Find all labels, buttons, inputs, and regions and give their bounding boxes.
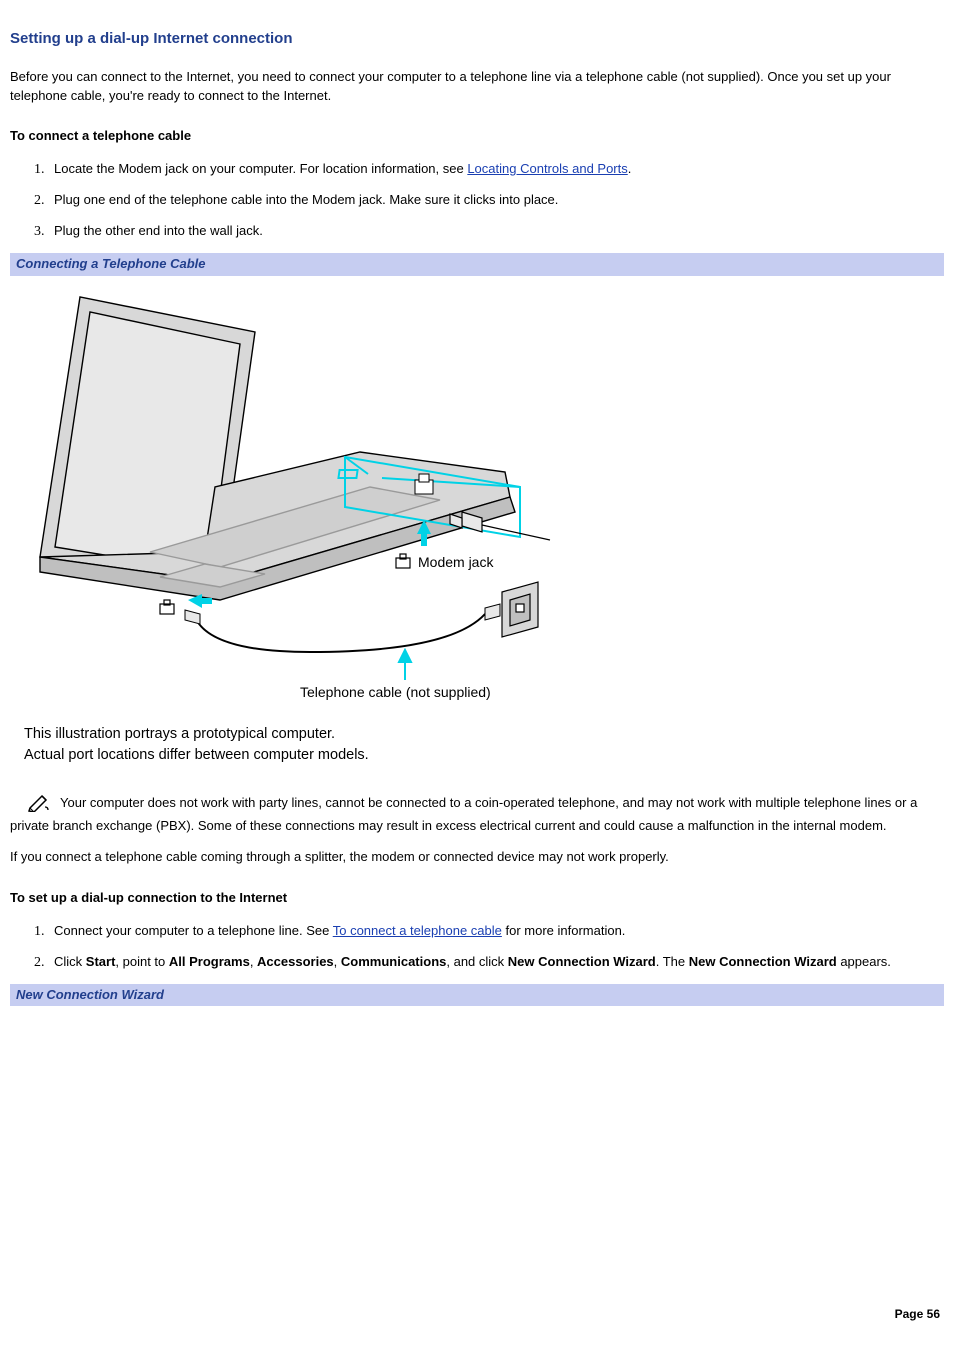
splitter-note: If you connect a telephone cable coming … <box>10 848 944 867</box>
label-modem-jack: Modem jack <box>418 554 494 570</box>
step-text: Connect your computer to a telephone lin… <box>54 923 333 938</box>
step-text: appears. <box>837 954 891 969</box>
figure-note-line: This illustration portrays a prototypica… <box>24 724 944 745</box>
bold-accessories: Accessories <box>257 954 334 969</box>
bold-new-connection-wizard: New Connection Wizard <box>508 954 656 969</box>
section-heading-connect-cable: To connect a telephone cable <box>10 127 944 146</box>
bold-all-programs: All Programs <box>169 954 250 969</box>
steps-connect-cable: Locate the Modem jack on your computer. … <box>10 160 944 241</box>
step-item: Connect your computer to a telephone lin… <box>48 922 944 941</box>
bold-start: Start <box>86 954 116 969</box>
step-item: Click Start, point to All Programs, Acce… <box>48 953 944 972</box>
warning-text: Your computer does not work with party l… <box>10 795 917 834</box>
link-connect-telephone-cable[interactable]: To connect a telephone cable <box>333 923 502 938</box>
step-text: for more information. <box>502 923 626 938</box>
link-locating-controls[interactable]: Locating Controls and Ports <box>467 161 627 176</box>
bold-new-connection-wizard-2: New Connection Wizard <box>689 954 837 969</box>
intro-paragraph: Before you can connect to the Internet, … <box>10 68 944 106</box>
step-item: Plug the other end into the wall jack. <box>48 222 944 241</box>
section-heading-setup-dialup: To set up a dial-up connection to the In… <box>10 889 944 908</box>
figure-note-line: Actual port locations differ between com… <box>24 745 944 766</box>
bold-communications: Communications <box>341 954 446 969</box>
step-text: , <box>334 954 341 969</box>
laptop-modem-illustration: Modem jack Telephone cable (not supplied… <box>10 282 590 712</box>
step-text: . The <box>656 954 689 969</box>
figure-telephone-cable: Modem jack Telephone cable (not supplied… <box>10 276 944 776</box>
step-text: Click <box>54 954 86 969</box>
step-text: , point to <box>115 954 168 969</box>
figure-bar-new-connection-wizard: New Connection Wizard <box>10 984 944 1007</box>
steps-setup-dialup: Connect your computer to a telephone lin… <box>10 922 944 972</box>
figure-bar-telephone-cable: Connecting a Telephone Cable <box>10 253 944 276</box>
step-text: . <box>628 161 632 176</box>
step-text: Locate the Modem jack on your computer. … <box>54 161 467 176</box>
step-text: , <box>250 954 257 969</box>
step-item: Plug one end of the telephone cable into… <box>48 191 944 210</box>
page-footer: Page 56 <box>895 1306 940 1323</box>
note-icon <box>28 794 50 818</box>
label-telephone-cable: Telephone cable (not supplied) <box>300 684 491 700</box>
page-title: Setting up a dial-up Internet connection <box>10 28 944 50</box>
step-text: , and click <box>446 954 507 969</box>
step-item: Locate the Modem jack on your computer. … <box>48 160 944 179</box>
